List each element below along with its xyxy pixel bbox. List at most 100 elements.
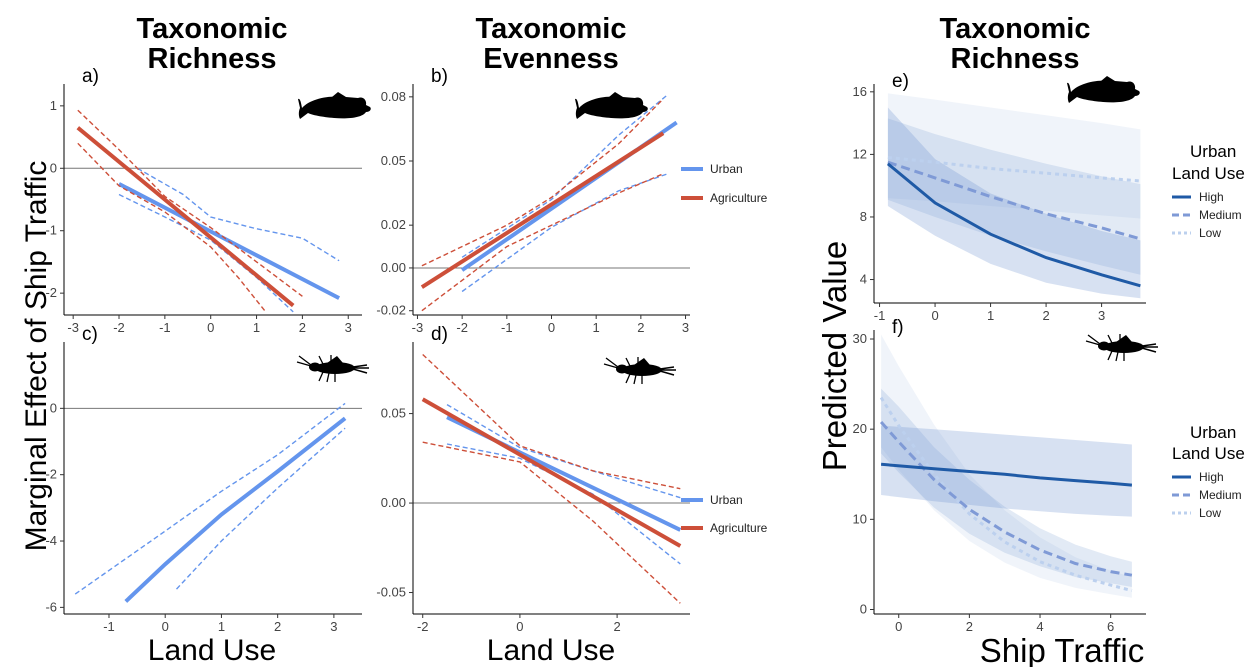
x-tick-label: 0	[931, 308, 938, 323]
effect-line-agriculture	[420, 131, 665, 289]
panel-label: f)	[892, 317, 904, 338]
panel-label: c)	[82, 324, 98, 345]
column-title-2-line1: Taxonomic	[476, 13, 627, 45]
x-tick-label: 1	[218, 619, 225, 634]
left-y-axis-title: Marginal Effect of Ship Traffic	[20, 161, 53, 552]
column-title-3-line2: Richness	[951, 43, 1080, 75]
legend-urban-land-use-f: Urban Land Use High Medium Low	[1172, 423, 1245, 520]
prediction-line-high	[880, 462, 1133, 487]
y-tick-label: 0.02	[381, 217, 406, 232]
panel-c: c) -1 0 1 2 3 0 -2 -4 -6	[45, 324, 370, 634]
band-high	[881, 425, 1132, 517]
y-tick-label: 12	[853, 146, 867, 161]
y-tick-label: 1	[50, 98, 57, 113]
y-tick-label: 10	[853, 511, 867, 526]
left-x-axis-title-2: Land Use	[487, 634, 615, 667]
y-tick-label: 0.08	[381, 89, 406, 104]
x-tick-label: 4	[1036, 619, 1043, 634]
ci-line-urban	[175, 427, 346, 590]
panel-label: d)	[431, 324, 448, 345]
x-tick-label: -2	[113, 320, 125, 335]
effect-line-agriculture	[76, 126, 295, 308]
ci-line-urban	[118, 193, 294, 313]
legend-title-line2: Land Use	[1172, 444, 1245, 463]
legend-title-line2: Land Use	[1172, 164, 1245, 183]
y-tick-label: 0.00	[381, 260, 406, 275]
panel-f: f) 0 2 4 6 30 20 10 0	[853, 317, 1159, 634]
effect-line-urban	[124, 416, 347, 603]
x-tick-label: 2	[1042, 308, 1049, 323]
legend-medium-label: Medium	[1199, 488, 1242, 502]
x-tick-label: 2	[274, 619, 281, 634]
panels: a)-3 -2 -1 0 1 2 310-1-2b)-3 -2 -1 0 1 2 30.080.050.…	[45, 66, 1159, 634]
effect-line-agriculture	[421, 397, 682, 548]
x-tick-label: 3	[682, 320, 689, 335]
x-tick-label: 2	[637, 320, 644, 335]
band-medium	[881, 388, 1132, 587]
ci-line-agriculture	[77, 142, 267, 313]
y-tick-label: 8	[860, 209, 867, 224]
legend-title-line1: Urban	[1190, 423, 1236, 442]
fish-silhouette-icon	[1067, 76, 1140, 103]
y-tick-label: 16	[853, 84, 867, 99]
legend-land-use-d: Urban Agriculture	[681, 493, 768, 535]
panel-d: d) -2 0 2 0.05 0.00 -0.05	[376, 324, 690, 634]
fish-silhouette-icon	[298, 92, 371, 119]
legend-land-use-b: Urban Agriculture	[681, 162, 768, 205]
insect-larva-icon	[603, 356, 677, 385]
legend-urban-label: Urban	[710, 493, 743, 507]
ci-line-agriculture	[421, 98, 664, 267]
y-tick-label: -2	[45, 285, 57, 300]
prediction-line-low	[887, 156, 1141, 183]
ci-line-agriculture	[77, 109, 303, 297]
x-tick-label: 3	[330, 619, 337, 634]
x-tick-label: 0	[162, 619, 169, 634]
y-tick-label: -1	[45, 223, 57, 238]
prediction-line-medium	[887, 160, 1141, 241]
y-tick-label: -0.05	[376, 585, 406, 600]
y-tick-label: 0	[50, 160, 57, 175]
legend-urban-label: Urban	[710, 162, 743, 176]
x-tick-label: -1	[159, 320, 171, 335]
x-tick-label: -2	[456, 320, 468, 335]
insect-larva-icon	[296, 354, 370, 383]
panel-label: a)	[82, 66, 99, 87]
y-tick-label: 0	[860, 601, 867, 616]
column-title-1-line1: Taxonomic	[137, 13, 288, 45]
ci-line-urban	[461, 173, 668, 293]
legend-high-label: High	[1199, 190, 1224, 204]
x-tick-label: 0	[895, 619, 902, 634]
insect-larva-icon	[1085, 333, 1159, 362]
legend-urban-land-use-e: Urban Land Use High Medium Low	[1172, 142, 1245, 240]
prediction-line-medium	[879, 421, 1133, 577]
right-y-axis-title: Predicted Value	[816, 241, 853, 472]
column-title-2-line2: Evenness	[483, 43, 618, 75]
ci-line-agriculture	[421, 173, 664, 312]
legend-agriculture-label: Agriculture	[710, 521, 768, 535]
y-tick-label: -0.02	[376, 303, 406, 318]
y-tick-label: 0.05	[381, 406, 406, 421]
legend-title-line1: Urban	[1190, 142, 1236, 161]
ci-line-urban	[446, 403, 681, 499]
x-tick-label: 3	[345, 320, 352, 335]
ci-line-agriculture	[422, 441, 681, 604]
panel-a: a) -3 -2 -1 0 1 2 3 1 0 -1 -2	[45, 66, 371, 335]
y-tick-label: 4	[860, 272, 867, 287]
x-tick-label: -1	[874, 308, 886, 323]
y-tick-label: 0	[50, 400, 57, 415]
y-tick-label: -6	[45, 599, 57, 614]
right-x-axis-title: Ship Traffic	[980, 632, 1144, 667]
panel-label: b)	[431, 66, 448, 87]
x-tick-label: -3	[412, 320, 424, 335]
x-tick-label: 0	[207, 320, 214, 335]
prediction-line-high	[886, 162, 1141, 288]
legend-agriculture-label: Agriculture	[710, 191, 768, 205]
x-tick-label: -2	[417, 619, 429, 634]
x-tick-label: -1	[103, 619, 115, 634]
x-tick-label: 3	[1098, 308, 1105, 323]
panel-label: e)	[892, 71, 909, 92]
x-tick-label: 0	[548, 320, 555, 335]
x-tick-label: 1	[253, 320, 260, 335]
